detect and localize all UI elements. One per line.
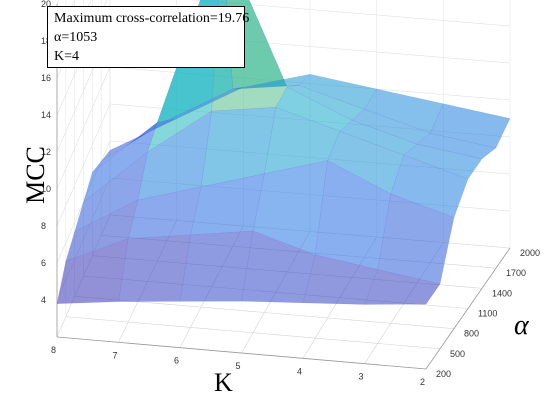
z-tick-label: 4 bbox=[41, 295, 46, 305]
x-tick-label: 4 bbox=[297, 366, 302, 376]
z-tick-label: 18 bbox=[41, 36, 51, 46]
surface-patch-1-0 bbox=[118, 234, 191, 302]
x-axis-label: K bbox=[214, 368, 233, 397]
z-tick-label: 10 bbox=[41, 184, 51, 194]
z-tick-label: 12 bbox=[41, 147, 51, 157]
annotation-line-1: Maximum cross-correlation=19.76 bbox=[54, 11, 250, 26]
annotation-line-3: K=4 bbox=[54, 49, 80, 64]
z-tick-label: 14 bbox=[41, 110, 51, 120]
x-tick-label: 7 bbox=[113, 350, 118, 360]
y-tick-label: 1400 bbox=[492, 288, 512, 298]
y-tick-label: 800 bbox=[464, 329, 479, 339]
y-tick-label: 2000 bbox=[520, 248, 540, 258]
y-tick-label: 1100 bbox=[478, 309, 497, 319]
annotation-line-2: α=1053 bbox=[54, 30, 98, 45]
z-axis-label: MCC bbox=[21, 146, 50, 204]
x-tick-label: 6 bbox=[174, 356, 179, 366]
surface-patch-0-5 bbox=[101, 118, 177, 162]
y-tick-label: 200 bbox=[436, 369, 451, 379]
y-tick-label: 500 bbox=[450, 349, 465, 359]
y-tick-label: 1700 bbox=[506, 268, 526, 278]
x-tick-label: 5 bbox=[236, 361, 241, 371]
z-tick-label: 20 bbox=[41, 0, 51, 9]
surface-patch-3-5 bbox=[298, 74, 377, 110]
annotation-box: Maximum cross-correlation=19.76 α=1053 K… bbox=[47, 6, 250, 68]
x-tick-label: 2 bbox=[420, 377, 425, 387]
surface-patch-2-0 bbox=[179, 230, 254, 302]
z-tick-label: 8 bbox=[41, 221, 46, 231]
y-axis-label: α bbox=[514, 310, 529, 341]
tick-labels: 8 7 6 5 4 3 2 200 500 800 1100 1400 1700 2000 4 6 8 10 12 1… bbox=[41, 0, 540, 387]
z-tick-label: 6 bbox=[41, 258, 46, 268]
x-tick-label: 3 bbox=[359, 372, 364, 382]
z-tick-label: 16 bbox=[41, 73, 51, 83]
surface-patch-2-5 bbox=[232, 73, 311, 90]
x-tick-label: 8 bbox=[51, 345, 56, 355]
